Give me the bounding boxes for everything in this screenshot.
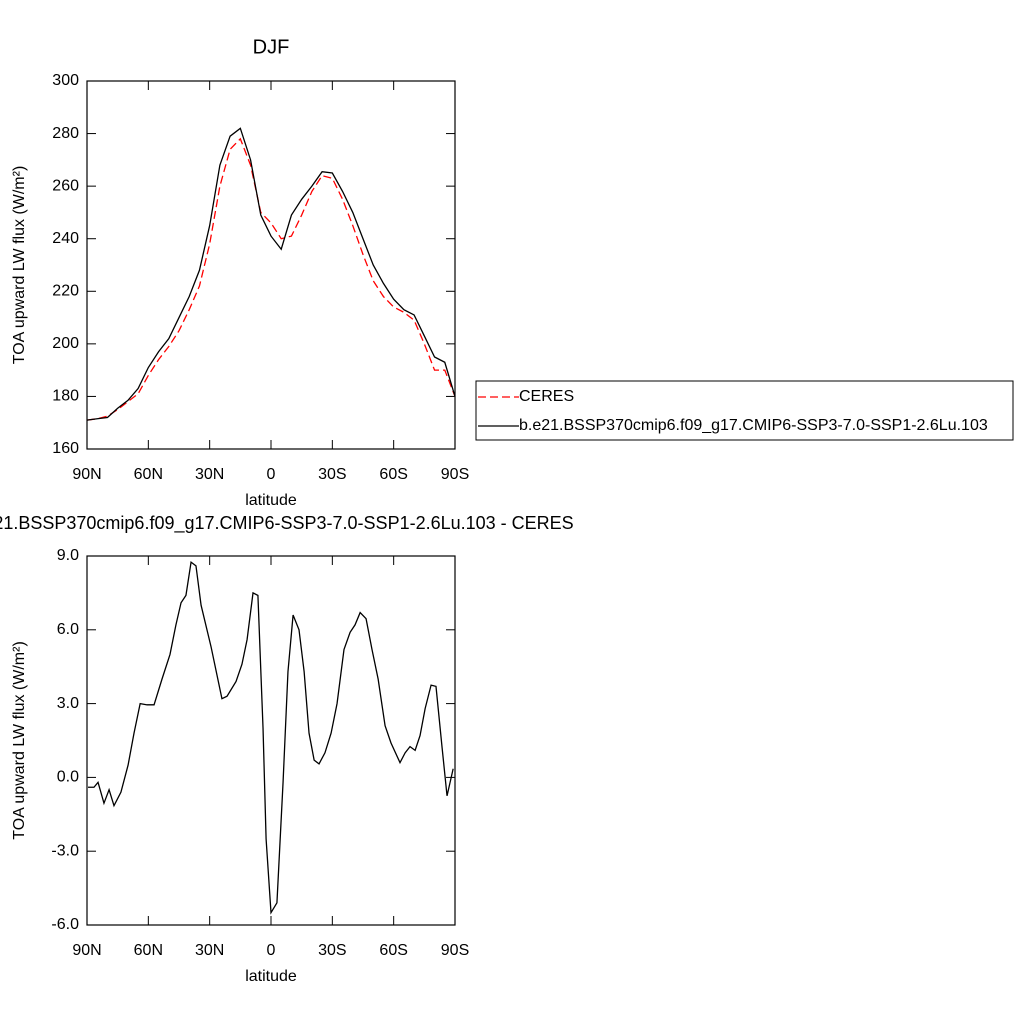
x-axis-label: latitude [245, 968, 297, 985]
x-tick-label: 30N [195, 466, 224, 483]
y-tick-label: 260 [52, 177, 79, 194]
data-line [88, 560, 454, 915]
y-tick-label: 0.0 [57, 769, 79, 786]
x-tick-label: 0 [267, 942, 276, 959]
y-tick-label: 9.0 [57, 547, 79, 564]
chart-title: b.e21.BSSP370cmip6.f09_g17.CMIP6-SSP3-7.… [0, 513, 574, 534]
y-tick-label: 180 [52, 388, 79, 405]
x-tick-label: 60S [379, 466, 407, 483]
x-tick-label: 0 [267, 466, 276, 483]
x-tick-label: 90N [72, 466, 101, 483]
y-tick-label: 200 [52, 335, 79, 352]
data-line [86, 137, 456, 421]
data-line [86, 127, 456, 421]
x-tick-label: 30S [318, 942, 346, 959]
y-tick-label: -3.0 [51, 842, 79, 859]
y-tick-label: 6.0 [57, 621, 79, 638]
x-tick-label: 60S [379, 942, 407, 959]
y-tick-label: 280 [52, 125, 79, 142]
legend-label: CERES [519, 388, 574, 405]
x-tick-label: 30S [318, 466, 346, 483]
x-tick-label: 60N [134, 466, 163, 483]
y-tick-label: 3.0 [57, 695, 79, 712]
y-axis-label: TOA upward LW flux (W/m²) [11, 166, 28, 365]
x-tick-label: 30N [195, 942, 224, 959]
plot-frame [86, 80, 456, 450]
x-axis-label: latitude [245, 492, 297, 509]
y-axis-label: TOA upward LW flux (W/m²) [11, 641, 28, 840]
y-tick-label: 240 [52, 230, 79, 247]
x-tick-label: 90N [72, 942, 101, 959]
legend-label: b.e21.BSSP370cmip6.f09_g17.CMIP6-SSP3-7.… [519, 417, 988, 434]
chart-title: DJF [253, 36, 290, 58]
plot-frame [86, 555, 456, 926]
legend-box [475, 380, 1014, 441]
x-tick-label: 60N [134, 942, 163, 959]
x-tick-label: 90S [441, 466, 469, 483]
y-tick-label: 160 [52, 440, 79, 457]
y-tick-label: 220 [52, 283, 79, 300]
y-tick-label: 300 [52, 72, 79, 89]
y-tick-label: -6.0 [51, 916, 79, 933]
x-tick-label: 90S [441, 942, 469, 959]
